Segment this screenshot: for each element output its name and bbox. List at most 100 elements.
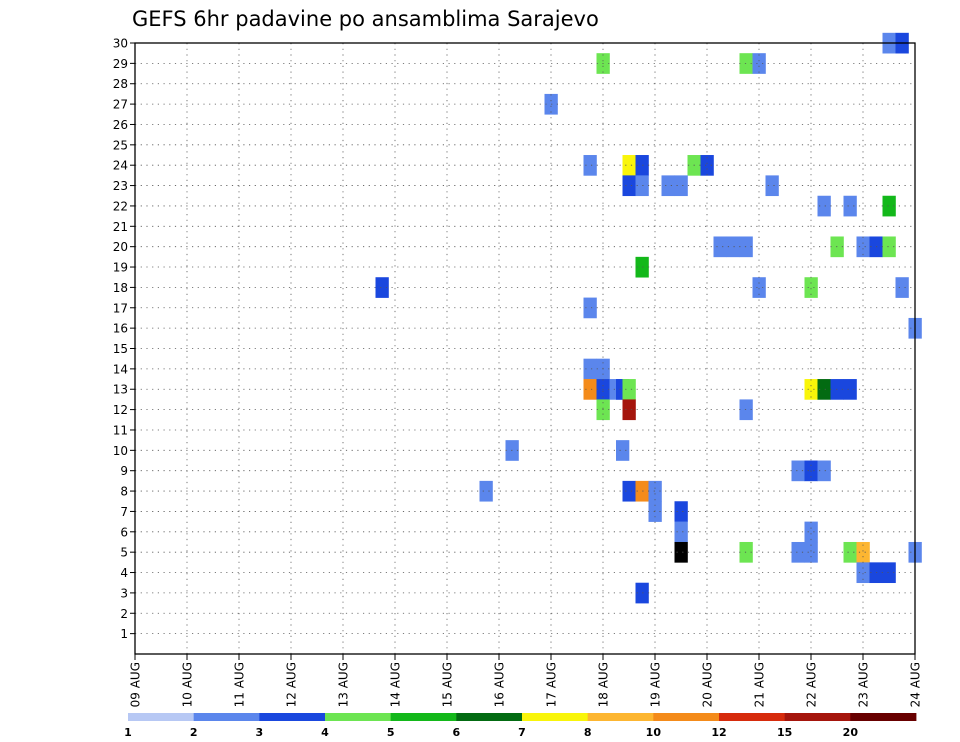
heatmap-cell [817, 195, 831, 217]
heatmap-cell [804, 379, 818, 400]
heatmap-cell [635, 175, 649, 197]
y-tick-label: 5 [120, 546, 128, 560]
x-tick-label: 13 AUG [337, 662, 351, 707]
x-tick-label: 10 AUG [181, 662, 195, 707]
y-tick-label: 4 [120, 566, 128, 580]
heatmap-cell [635, 155, 649, 176]
colorbar-label: 5 [387, 726, 395, 739]
colorbar-swatch [850, 713, 917, 721]
heatmap-cell [635, 256, 649, 278]
colorbar-label: 10 [646, 726, 662, 739]
colorbar-swatch [259, 713, 326, 721]
colorbar-swatch [719, 713, 786, 721]
y-tick-label: 12 [113, 403, 128, 417]
y-tick-label: 21 [113, 220, 128, 234]
heatmap-cell [674, 175, 688, 197]
colorbar-swatch [325, 713, 392, 721]
colorbar-label: 6 [453, 726, 461, 739]
colorbar-swatch [784, 713, 851, 721]
heatmap-cell [752, 277, 766, 298]
heatmap-cell [583, 358, 597, 380]
heatmap-cell [479, 480, 493, 502]
y-tick-label: 10 [113, 444, 128, 458]
y-tick-label: 17 [113, 301, 128, 315]
colorbar-label: 8 [584, 726, 592, 739]
heatmap-cell [791, 460, 805, 482]
x-tick-label: 21 AUG [753, 662, 767, 707]
heatmap-cell [791, 541, 805, 563]
heatmap-cell [726, 236, 740, 258]
colorbar-label: 15 [777, 726, 792, 739]
heatmap-cell [616, 440, 630, 461]
x-tick-label: 12 AUG [285, 662, 299, 707]
y-tick-label: 29 [113, 57, 128, 71]
y-tick-label: 18 [113, 281, 128, 295]
heatmap-cell [843, 379, 857, 400]
heatmap-cell [817, 460, 831, 482]
x-tick-label: 16 AUG [493, 662, 507, 707]
x-tick-label: 17 AUG [545, 662, 559, 707]
heatmap-cell [804, 541, 818, 563]
y-tick-label: 14 [113, 362, 128, 376]
heatmap-cell [622, 379, 636, 400]
colorbar-swatch [587, 713, 654, 721]
colorbar: 1 2 3 4 5 6 7 8 10 12 15 20 [124, 713, 917, 739]
y-tick-label: 2 [120, 607, 128, 621]
colorbar-label: 12 [711, 726, 726, 739]
heatmap-cell [882, 236, 896, 258]
heatmap-cell [635, 480, 649, 502]
y-tick-label: 6 [120, 525, 128, 539]
colorbar-label: 2 [190, 726, 198, 739]
colorbar-swatch [522, 713, 589, 721]
y-tick-label: 8 [120, 485, 128, 499]
heatmap-cell [739, 53, 753, 74]
x-axis: 09 AUG 10 AUG 11 AUG 12 AUG 13 AUG 14 AUG 15 A… [129, 654, 923, 707]
y-tick-label: 19 [113, 261, 128, 275]
heatmap-cell [622, 480, 636, 502]
colorbar-label: 20 [843, 726, 859, 739]
heatmap-cell [752, 53, 766, 74]
heatmap-cell [856, 562, 870, 584]
x-tick-label: 22 AUG [805, 662, 819, 707]
chart-title: GEFS 6hr padavine po ansamblima Sarajevo [132, 7, 599, 31]
heatmap-cell [895, 277, 909, 298]
y-tick-label: 30 [113, 37, 128, 51]
heatmap-cell [674, 501, 688, 522]
y-tick-label: 15 [113, 342, 128, 356]
grid-lines [135, 42, 915, 654]
heatmap-cell [739, 399, 753, 421]
y-tick-label: 25 [113, 138, 128, 152]
x-tick-label: 20 AUG [701, 662, 715, 707]
x-tick-label: 09 AUG [129, 662, 143, 707]
y-axis: 1234567891011121314151617181920212223242… [113, 37, 135, 641]
y-tick-label: 11 [113, 423, 128, 437]
heatmap-cell [622, 155, 636, 176]
y-tick-label: 26 [113, 118, 128, 132]
heatmap-cell [817, 379, 831, 400]
heatmap-cell [765, 175, 779, 197]
heatmap-cell [700, 155, 714, 176]
heatmap-cell [583, 297, 597, 319]
heatmap-cell [856, 541, 870, 563]
x-tick-label: 14 AUG [389, 662, 403, 707]
y-tick-label: 23 [113, 179, 128, 193]
heatmap-cell [882, 562, 896, 584]
heatmap-cell [375, 277, 389, 298]
heatmap-cell [804, 521, 818, 543]
y-tick-label: 27 [113, 98, 128, 112]
heatmap-cell [739, 236, 753, 258]
heatmap-cell [856, 236, 870, 258]
heatmap-cells [375, 32, 922, 604]
colorbar-swatch [456, 713, 523, 721]
y-tick-label: 24 [113, 159, 128, 173]
y-tick-label: 7 [120, 505, 128, 519]
x-tick-label: 19 AUG [649, 662, 663, 707]
x-tick-label: 15 AUG [441, 662, 455, 707]
heatmap-cell [583, 155, 597, 176]
y-tick-label: 20 [113, 240, 128, 254]
y-tick-label: 3 [120, 586, 128, 600]
x-tick-label: 18 AUG [597, 662, 611, 707]
y-tick-label: 9 [120, 464, 128, 478]
colorbar-label: 1 [124, 726, 132, 739]
